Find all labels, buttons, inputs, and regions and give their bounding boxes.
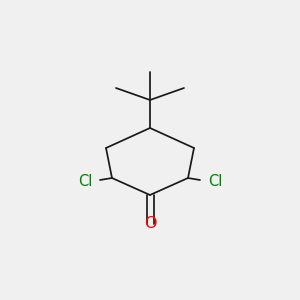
Text: Cl: Cl — [208, 173, 222, 188]
Text: O: O — [144, 217, 156, 232]
Text: Cl: Cl — [78, 173, 92, 188]
